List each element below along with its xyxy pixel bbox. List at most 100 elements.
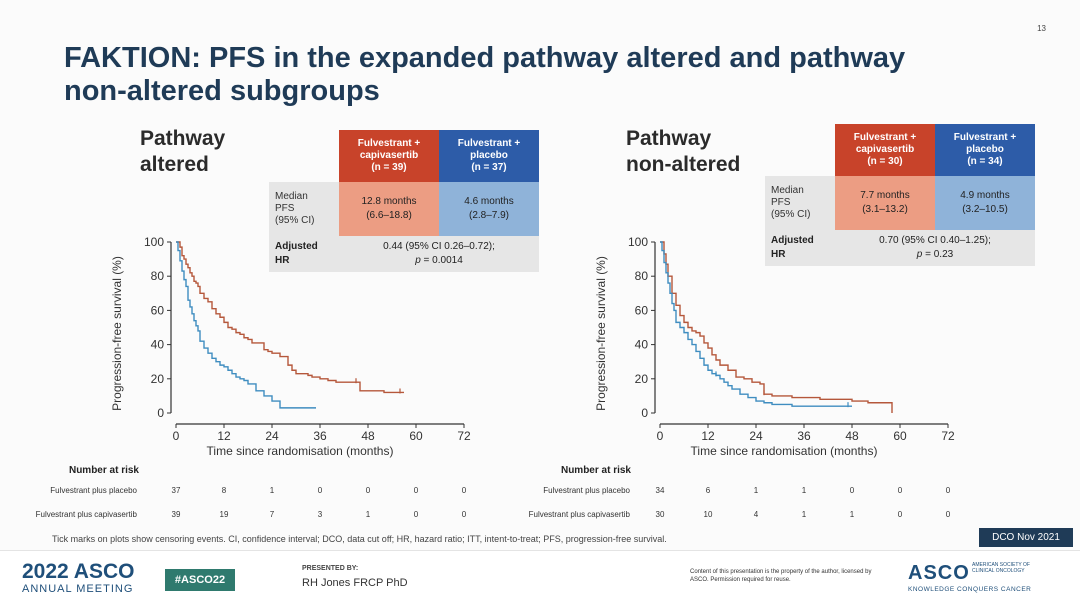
- y-tick-label: 40: [635, 338, 649, 352]
- risk-count: 1: [801, 486, 807, 495]
- label-line: PFS: [275, 203, 295, 214]
- panel-title-altered: Pathway altered: [140, 126, 225, 178]
- risk-count: 6: [705, 486, 711, 495]
- p-label: p: [415, 255, 421, 266]
- logo-tagline: KNOWLEDGE CONQUERS CANCER: [908, 586, 1032, 593]
- median-ci: (3.1–13.2): [862, 204, 908, 215]
- meeting-name: ANNUAL MEETING: [22, 583, 134, 595]
- x-tick-label: 12: [217, 429, 231, 443]
- risk-row-label: Fulvestrant plus placebo: [50, 486, 137, 495]
- page-number: 13: [1037, 24, 1046, 33]
- logo-org: AMERICAN SOCIETY OF CLINICAL ONCOLOGY: [972, 562, 1030, 574]
- p-value: p = 0.0014: [339, 254, 539, 268]
- x-tick-label: 48: [845, 429, 859, 443]
- risk-count: 30: [655, 510, 665, 519]
- placebo-header: Fulvestrant + placebo (n = 34): [935, 124, 1035, 176]
- y-tick-label: 0: [641, 406, 648, 420]
- x-tick-label: 24: [265, 429, 279, 443]
- x-tick-label: 60: [409, 429, 423, 443]
- placebo-median: 4.6 months (2.8–7.9): [439, 182, 539, 236]
- cap-median: 7.7 months (3.1–13.2): [835, 176, 935, 230]
- presenter-name: RH Jones FRCP PhD: [302, 577, 408, 589]
- risk-row-label: Fulvestrant plus placebo: [543, 486, 630, 495]
- risk-count: 1: [801, 510, 807, 519]
- dco-badge: DCO Nov 2021: [979, 528, 1073, 547]
- cap-header: Fulvestrant + capivasertib (n = 39): [339, 130, 439, 182]
- risk-count: 1: [753, 486, 759, 495]
- x-tick-label: 72: [457, 429, 471, 443]
- placebo-median: 4.9 months (3.2–10.5): [935, 176, 1035, 230]
- hr-label: Adjusted HR: [765, 230, 835, 266]
- header-line: (n = 34): [967, 156, 1003, 167]
- p-number: = 0.23: [922, 249, 954, 260]
- y-tick-label: 20: [151, 372, 165, 386]
- median-ci: (3.2–10.5): [962, 204, 1008, 215]
- risk-row-label: Fulvestrant plus capivasertib: [35, 510, 137, 519]
- risk-header: Number at risk: [68, 465, 139, 476]
- footer: 2022 ASCO ANNUAL MEETING #ASCO22 PRESENT…: [0, 550, 1080, 610]
- label-line: Median: [771, 185, 804, 196]
- header-line: capivasertib: [855, 144, 915, 155]
- risk-count: 1: [849, 510, 855, 519]
- risk-count: 8: [221, 486, 227, 495]
- hr-value: 0.44 (95% CI 0.26–0.72); p = 0.0014: [339, 236, 539, 272]
- cap-header: Fulvestrant + capivasertib (n = 30): [835, 124, 935, 176]
- risk-count: 0: [945, 486, 951, 495]
- header-line: placebo: [470, 150, 508, 161]
- risk-count: 39: [171, 510, 181, 519]
- meeting-logo: 2022 ASCO ANNUAL MEETING: [22, 561, 134, 596]
- panel-title-line-2: non-altered: [626, 153, 741, 176]
- risk-count: 0: [317, 486, 323, 495]
- header-line: placebo: [966, 144, 1004, 155]
- y-tick-label: 80: [151, 269, 165, 283]
- risk-count: 0: [413, 510, 419, 519]
- hr-label: Adjusted HR: [269, 236, 339, 272]
- label-line: PFS: [771, 197, 791, 208]
- x-tick-label: 0: [657, 429, 664, 443]
- risk-count: 0: [849, 486, 855, 495]
- risk-count: 0: [461, 510, 467, 519]
- median-label: Median PFS (95% CI): [765, 176, 835, 230]
- risk-count: 1: [365, 510, 371, 519]
- label-line: HR: [275, 255, 290, 266]
- risk-count: 19: [219, 510, 229, 519]
- label-line: Adjusted: [275, 241, 318, 252]
- label-line: Adjusted: [771, 235, 814, 246]
- label-line: (95% CI): [275, 215, 315, 226]
- panel-title-line-1: Pathway: [140, 127, 226, 150]
- asco-logo: ASCO AMERICAN SOCIETY OF CLINICAL ONCOLO…: [908, 562, 1031, 593]
- risk-count: 1: [269, 486, 275, 495]
- km-curve-placebo: [660, 241, 852, 407]
- hr-text: 0.44 (95% CI 0.26–0.72);: [383, 241, 495, 252]
- cap-median: 12.8 months (6.6–18.8): [339, 182, 439, 236]
- header-line: Fulvestrant +: [357, 138, 421, 149]
- panel-title-line-1: Pathway: [626, 127, 712, 150]
- risk-count: 0: [461, 486, 467, 495]
- y-tick-label: 60: [151, 303, 165, 317]
- risk-header: Number at risk: [560, 465, 631, 476]
- header-line: Fulvestrant +: [953, 132, 1017, 143]
- median-value: 4.9 months: [960, 190, 1010, 201]
- risk-count: 0: [945, 510, 951, 519]
- x-tick-label: 36: [797, 429, 811, 443]
- x-tick-label: 60: [893, 429, 907, 443]
- risk-count: 37: [171, 486, 181, 495]
- header-line: capivasertib: [359, 150, 419, 161]
- x-tick-label: 36: [313, 429, 327, 443]
- panel-title-non-altered: Pathway non-altered: [626, 126, 740, 178]
- hashtag-badge: #ASCO22: [165, 569, 235, 591]
- header-line: (n = 39): [371, 162, 407, 173]
- risk-count: 3: [317, 510, 323, 519]
- label-line: HR: [771, 249, 786, 260]
- risk-count: 0: [897, 510, 903, 519]
- placebo-header: Fulvestrant + placebo (n = 37): [439, 130, 539, 182]
- median-value: 12.8 months: [361, 196, 417, 207]
- p-value: p = 0.23: [835, 248, 1035, 262]
- x-tick-label: 0: [173, 429, 180, 443]
- risk-count: 7: [269, 510, 275, 519]
- median-value: 7.7 months: [860, 190, 910, 201]
- p-label: p: [916, 249, 923, 260]
- x-tick-label: 72: [941, 429, 955, 443]
